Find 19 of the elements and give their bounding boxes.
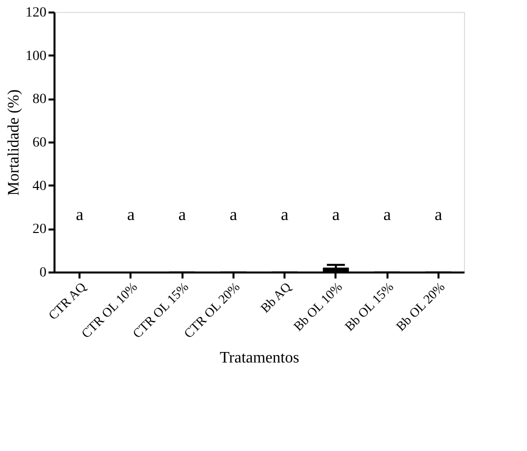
y-tick-label: 0 (40, 266, 46, 280)
x-tick-label: CTR AQ (45, 278, 90, 323)
annotation: a (332, 205, 340, 224)
y-tick-label: 100 (26, 48, 46, 64)
annotation: a (280, 205, 289, 224)
x-tick-label: Bb AQ (257, 278, 294, 316)
annotation: a (127, 205, 136, 224)
y-tick-label: 60 (32, 136, 46, 150)
annotation: a (178, 205, 186, 224)
y-tick-label: 20 (32, 222, 46, 238)
y-tick-label: 80 (32, 92, 46, 108)
y-tick-label: 40 (32, 178, 46, 194)
y-axis-title: Mortalidade (%) (6, 89, 22, 196)
y-tick-label: 120 (26, 6, 46, 20)
annotation: a (76, 205, 84, 224)
annotation: a (434, 205, 443, 224)
x-axis-title: Tratamentos (220, 349, 300, 366)
annotation: a (383, 205, 392, 224)
annotation: a (230, 205, 238, 224)
